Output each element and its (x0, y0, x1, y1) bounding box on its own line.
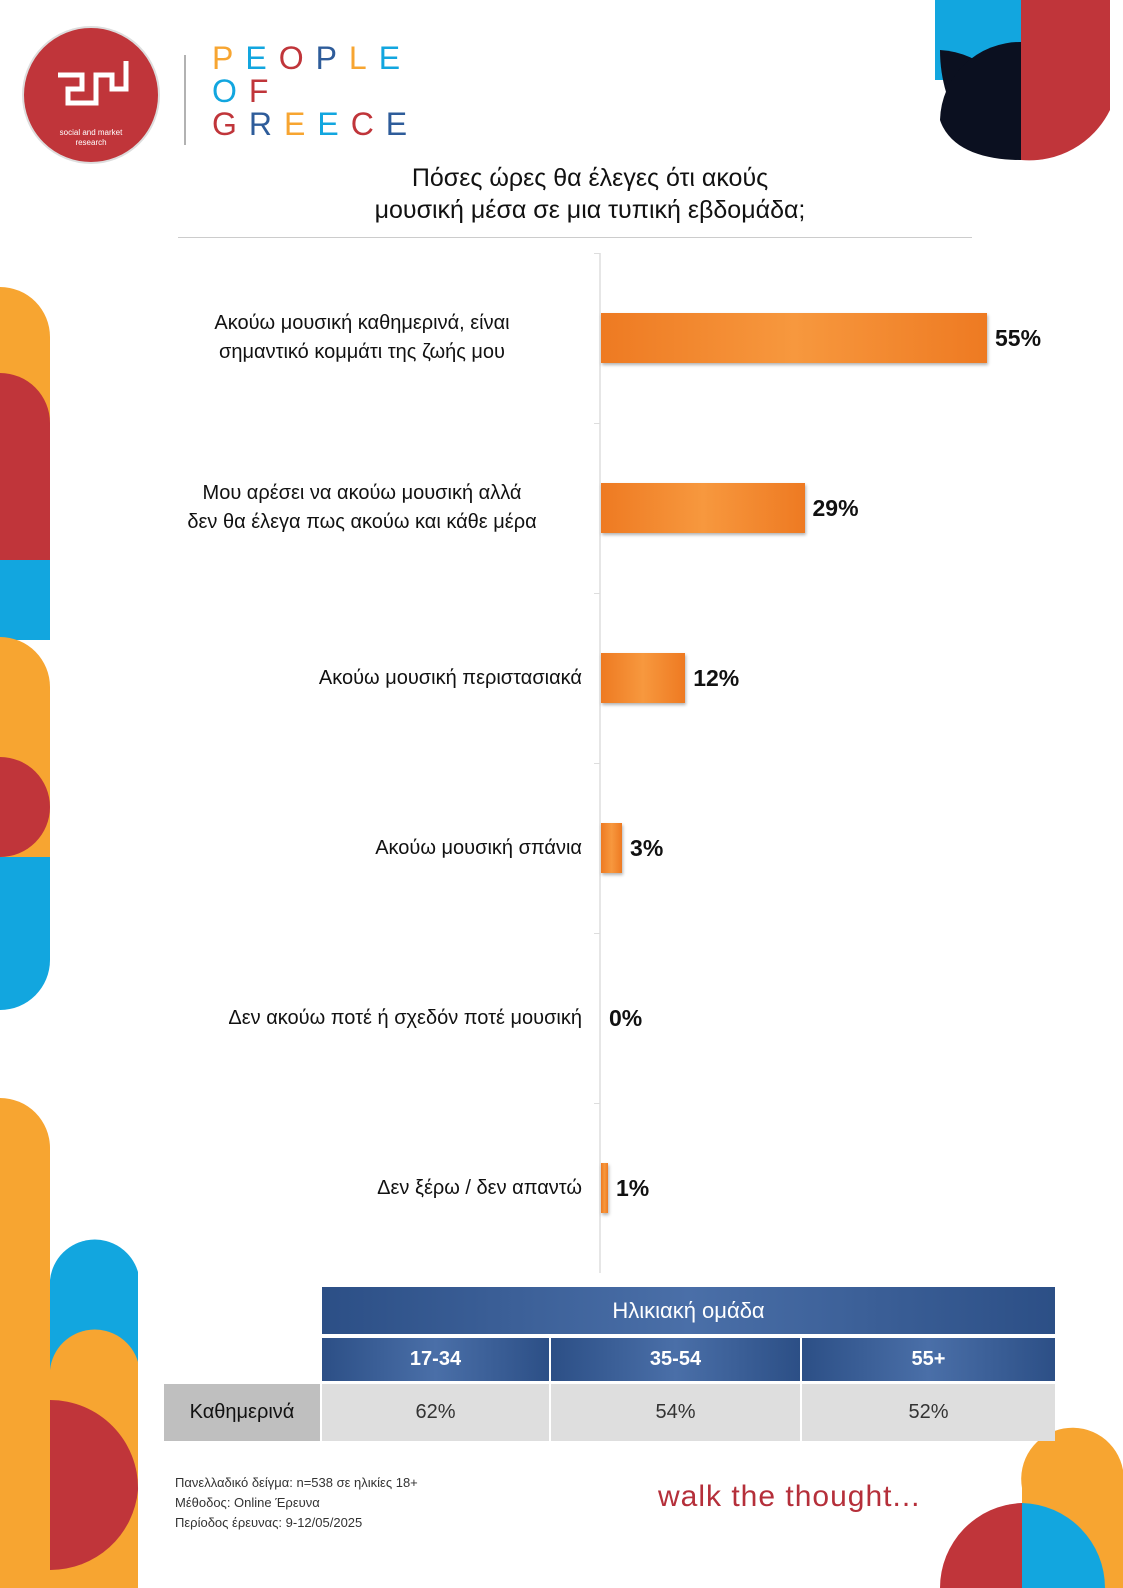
category-text: Ακούω μουσική σπάνια (375, 836, 582, 859)
brand-line: PEOPLE (212, 40, 413, 76)
column-header: 55+ (802, 1338, 1055, 1381)
value-label: 1% (616, 1175, 650, 1201)
divider (178, 237, 972, 238)
bar (601, 1163, 609, 1213)
category-label: Δεν ακούω ποτέ ή σχεδόν ποτέ μουσική (120, 933, 582, 1103)
axis-tick (594, 253, 600, 254)
column-header: 35-54 (551, 1338, 800, 1381)
value-label: 0% (609, 1005, 643, 1031)
footnote: Μέθοδος: Online Έρευνα (175, 1495, 320, 1510)
category-label: Ακούω μουσική καθημερινά, είναι σημαντικ… (120, 253, 582, 423)
row-label: Καθημερινά (164, 1384, 320, 1441)
axis-tick (594, 593, 600, 594)
cell: 52% (802, 1384, 1055, 1441)
footnote: Περίοδος έρευνας: 9-12/05/2025 (175, 1515, 363, 1530)
axis-tick (594, 1103, 600, 1104)
category-label: Μου αρέσει να ακούω μουσική αλλά δεν θα … (120, 423, 582, 593)
axis-tick (594, 763, 600, 764)
footnote: Πανελλαδικό δείγμα: n=538 σε ηλικίες 18+ (175, 1475, 418, 1490)
category-text: Ακούω μουσική καθημερινά, είναι σημαντικ… (214, 312, 510, 363)
axis-tick (594, 423, 600, 424)
value-label: 29% (812, 495, 859, 521)
column-header: 17-34 (322, 1338, 549, 1381)
bar (601, 653, 686, 703)
category-text: Δεν ακούω ποτέ ή σχεδόν ποτέ μουσική (228, 1006, 582, 1029)
bar (601, 483, 805, 533)
value-label: 55% (995, 325, 1042, 351)
chart-title: Πόσες ώρες θα έλεγες ότι ακούς μουσική μ… (374, 164, 806, 224)
brand-line: OF (212, 73, 281, 109)
category-text: Μου αρέσει να ακούω μουσική αλλά δεν θα … (187, 482, 537, 533)
cell: 54% (551, 1384, 800, 1441)
logo-caption: social and market research (59, 128, 123, 147)
category-label: Ακούω μουσική σπάνια (120, 763, 582, 933)
axis-tick (594, 933, 600, 934)
category-text: Ακούω μουσική περιστασιακά (318, 666, 582, 689)
bar (601, 823, 623, 873)
category-text: Δεν ξέρω / δεν απαντώ (377, 1176, 582, 1199)
value-label: 12% (693, 665, 740, 691)
category-label: Ακούω μουσική περιστασιακά (120, 593, 582, 763)
slogan: walk the thought... (658, 1480, 921, 1513)
cell: 62% (322, 1384, 549, 1441)
category-label: Δεν ξέρω / δεν απαντώ (120, 1103, 582, 1273)
table-title: Ηλικιακή ομάδα (322, 1287, 1055, 1334)
value-label: 3% (630, 835, 664, 861)
brand-line: GREECE (212, 106, 420, 142)
bar (601, 313, 987, 363)
